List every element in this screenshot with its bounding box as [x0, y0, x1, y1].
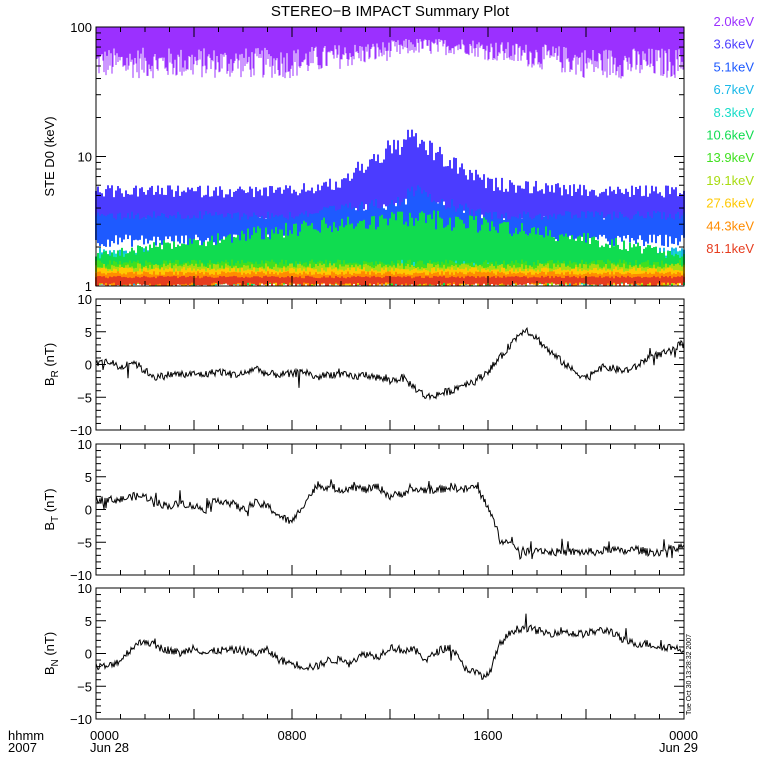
y-axis-label: STE D0 (keV) — [42, 116, 57, 196]
y-tick-label: −10 — [70, 712, 92, 727]
plot-frame — [95, 298, 685, 431]
y-label-sub: T — [50, 516, 61, 522]
energy-series — [95, 27, 685, 79]
y-tick-label: 10 — [78, 581, 92, 596]
y-tick-label: 0 — [85, 358, 92, 373]
y-tick-label: −5 — [77, 679, 92, 694]
y-tick-label: 10 — [78, 150, 92, 165]
legend-entry: 5.1keV — [714, 59, 755, 74]
y-axis-label: BN (nT) — [42, 632, 61, 675]
legend-entry: 3.6keV — [714, 37, 755, 52]
footer-hhmm: hhmm — [8, 728, 44, 743]
y-tick-label: −5 — [77, 535, 92, 550]
field-trace — [95, 326, 685, 401]
legend-entry: 13.9keV — [706, 150, 754, 165]
legend-entry: 8.3keV — [714, 105, 755, 120]
footer-year: 2007 — [8, 740, 37, 755]
x-tick-label: 0800 — [278, 728, 307, 743]
y-tick-label: 100 — [70, 20, 92, 35]
y-tick-label: 1 — [85, 279, 92, 294]
y-tick-label: 0 — [85, 503, 92, 518]
legend-entry: 27.6keV — [706, 196, 754, 211]
legend-entry: 19.1keV — [706, 173, 754, 188]
y-label-main: B — [42, 522, 57, 531]
y-tick-label: 5 — [85, 470, 92, 485]
bt-panel: −10 −5 0 5 10 BT (nT) — [42, 437, 685, 583]
legend-entry: 44.3keV — [706, 218, 754, 233]
y-label-sub: N — [50, 659, 61, 666]
plot-title: STEREO−B IMPACT Summary Plot — [271, 3, 510, 20]
field-trace — [95, 613, 685, 680]
y-tick-label: −10 — [70, 568, 92, 583]
legend-entry: 81.1keV — [706, 241, 754, 256]
y-tick-label: 5 — [85, 325, 92, 340]
y-axis-label: BR (nT) — [42, 343, 61, 386]
y-tick-label: −5 — [77, 390, 92, 405]
y-label-unit: (nT) — [42, 343, 57, 370]
y-tick-label: 10 — [78, 292, 92, 307]
x-tick-label: 1600 — [474, 728, 503, 743]
electron-energy-panel: 1 10 100 STE D0 (keV) — [42, 20, 685, 294]
bn-panel: −10 −5 0 5 10 BN (nT) — [42, 581, 685, 727]
energy-legend: 2.0keV 3.6keV 5.1keV 6.7keV 8.3keV 10.6keV 13.… — [706, 14, 754, 256]
y-label-unit: (nT) — [42, 488, 57, 515]
y-label-main: B — [42, 378, 57, 387]
br-panel: −10 −5 0 5 10 BR (nT) — [42, 292, 685, 438]
y-axis-label: BT (nT) — [42, 488, 61, 530]
x-tick-label: 0000 — [90, 728, 119, 743]
timestamp: Tue Oct 30 13:28:32 2007 — [686, 634, 693, 715]
field-trace — [95, 479, 685, 561]
x-tick-label: 0000 — [669, 728, 698, 743]
x-date-label: Jun 28 — [90, 740, 129, 755]
y-tick-label: −10 — [70, 423, 92, 438]
y-tick-label: 0 — [85, 647, 92, 662]
y-label-unit: (nT) — [42, 632, 57, 659]
plot-frame — [95, 587, 685, 720]
y-tick-label: 5 — [85, 614, 92, 629]
plot-frame — [95, 443, 685, 576]
y-label-main: B — [42, 667, 57, 676]
legend-entry: 6.7keV — [714, 82, 755, 97]
y-label-sub: R — [50, 370, 61, 377]
legend-entry: 10.6keV — [706, 128, 754, 143]
legend-entry: 2.0keV — [714, 14, 755, 29]
x-date-label: Jun 29 — [659, 740, 698, 755]
y-tick-label: 10 — [78, 437, 92, 452]
